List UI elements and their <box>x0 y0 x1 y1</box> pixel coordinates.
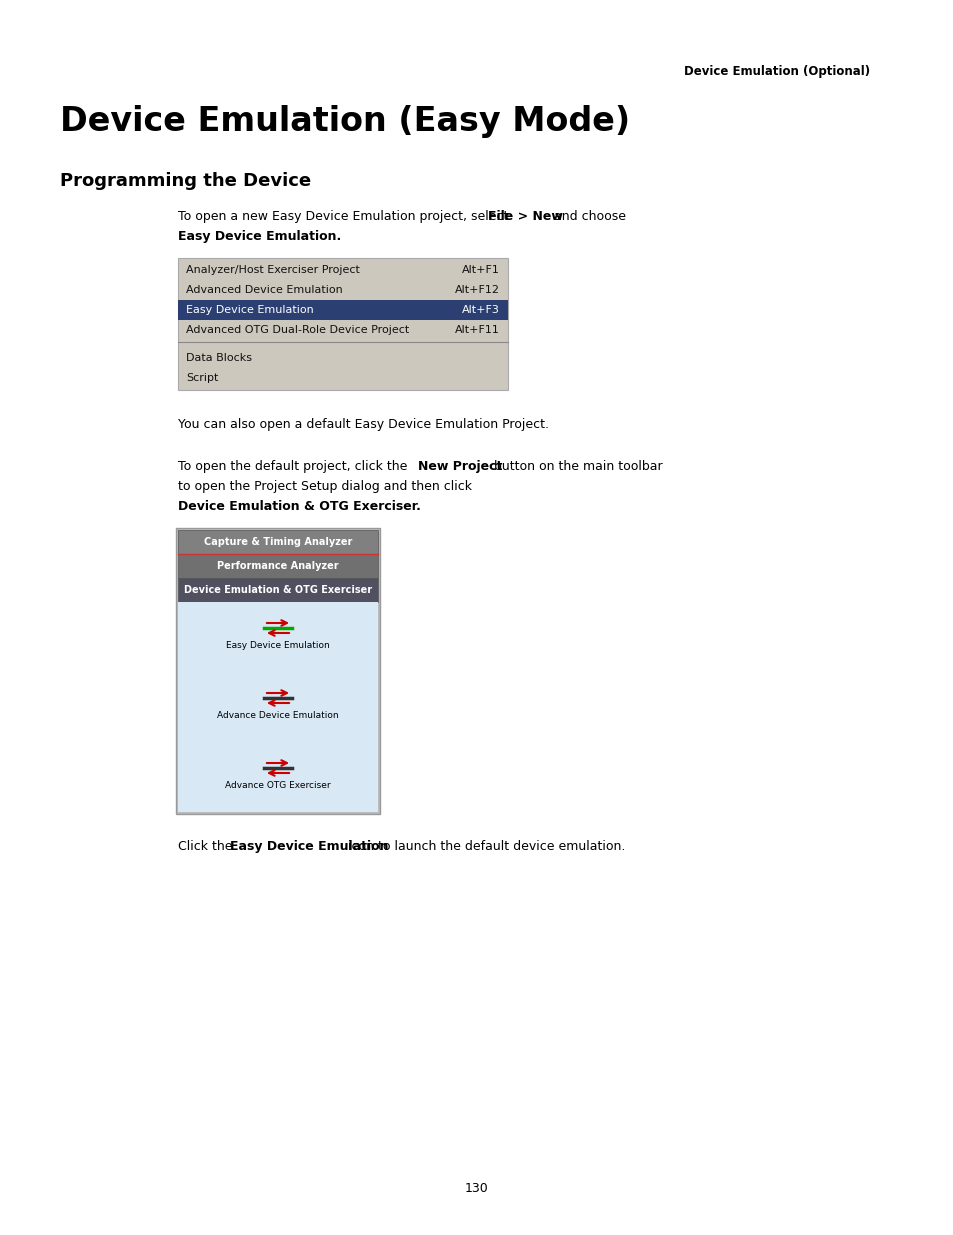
Text: Easy Device Emulation: Easy Device Emulation <box>186 305 314 315</box>
Text: Easy Device Emulation.: Easy Device Emulation. <box>178 230 341 243</box>
Text: Click the: Click the <box>178 840 236 853</box>
Text: Alt+F3: Alt+F3 <box>461 305 499 315</box>
Text: Device Emulation & OTG Exerciser: Device Emulation & OTG Exerciser <box>184 585 372 595</box>
Bar <box>175 529 379 814</box>
Text: Alt+F1: Alt+F1 <box>461 266 499 275</box>
Text: Device Emulation (Easy Mode): Device Emulation (Easy Mode) <box>60 105 630 138</box>
Text: File > New: File > New <box>488 210 562 224</box>
Text: Data Blocks: Data Blocks <box>186 353 252 363</box>
Bar <box>178 300 507 320</box>
Bar <box>178 578 377 601</box>
Text: Script: Script <box>186 373 218 383</box>
Bar <box>178 530 377 555</box>
Text: icon to launch the default device emulation.: icon to launch the default device emulat… <box>344 840 625 853</box>
Text: Analyzer/Host Exerciser Project: Analyzer/Host Exerciser Project <box>186 266 359 275</box>
Text: 130: 130 <box>465 1182 488 1195</box>
Text: Alt+F11: Alt+F11 <box>455 325 499 335</box>
Text: To open the default project, click the: To open the default project, click the <box>178 459 411 473</box>
Bar <box>178 555 377 578</box>
Text: and choose: and choose <box>550 210 625 224</box>
Text: Device Emulation (Optional): Device Emulation (Optional) <box>683 65 869 78</box>
Text: Advance Device Emulation: Advance Device Emulation <box>217 711 338 720</box>
Text: Easy Device Emulation: Easy Device Emulation <box>226 641 330 650</box>
Text: You can also open a default Easy Device Emulation Project.: You can also open a default Easy Device … <box>178 417 548 431</box>
Text: Device Emulation & OTG Exerciser.: Device Emulation & OTG Exerciser. <box>178 500 420 513</box>
Text: New Project: New Project <box>417 459 502 473</box>
Text: To open a new Easy Device Emulation project, select: To open a new Easy Device Emulation proj… <box>178 210 512 224</box>
Text: to open the Project Setup dialog and then click: to open the Project Setup dialog and the… <box>178 480 472 493</box>
Text: Advanced Device Emulation: Advanced Device Emulation <box>186 285 342 295</box>
Bar <box>178 258 507 390</box>
Text: Capture & Timing Analyzer: Capture & Timing Analyzer <box>204 537 352 547</box>
Text: Programming the Device: Programming the Device <box>60 172 311 190</box>
Text: Advanced OTG Dual-Role Device Project: Advanced OTG Dual-Role Device Project <box>186 325 409 335</box>
Text: button on the main toolbar: button on the main toolbar <box>490 459 662 473</box>
Text: Easy Device Emulation: Easy Device Emulation <box>230 840 388 853</box>
Bar <box>178 601 377 811</box>
Text: Performance Analyzer: Performance Analyzer <box>217 561 338 571</box>
Text: Advance OTG Exerciser: Advance OTG Exerciser <box>225 781 331 790</box>
Text: Alt+F12: Alt+F12 <box>455 285 499 295</box>
